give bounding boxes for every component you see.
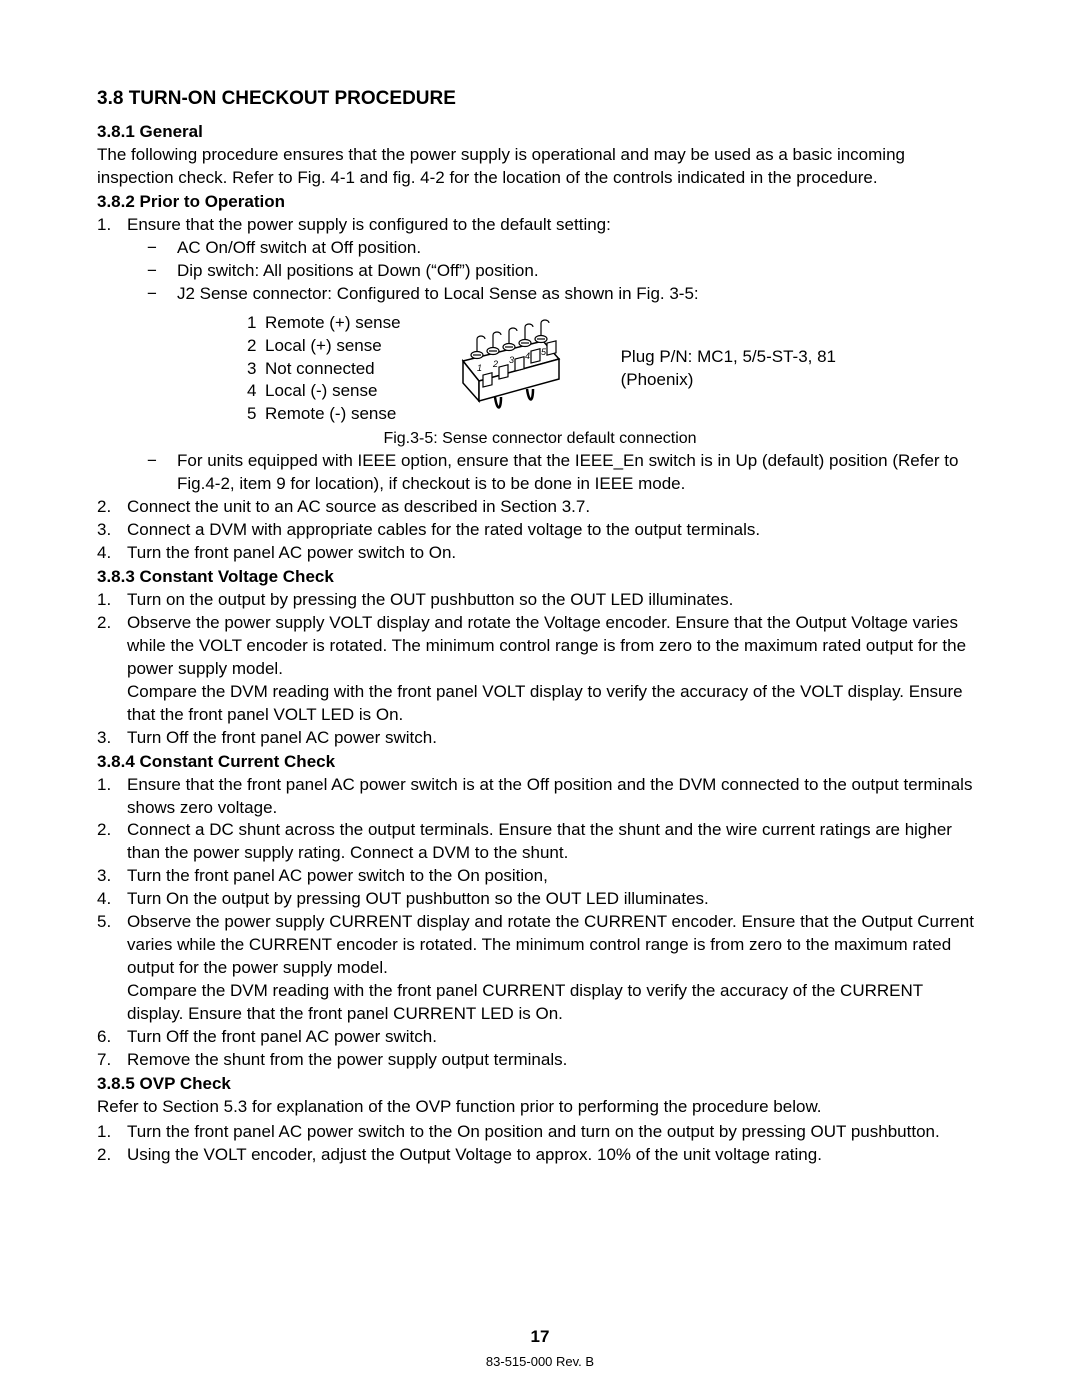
connector-diagram: 1 2 3 4 5 xyxy=(451,319,571,419)
list-item: Turn the front panel AC power switch to … xyxy=(97,542,983,565)
list-item: Observe the power supply VOLT display an… xyxy=(97,612,983,727)
list-item: Connect a DC shunt across the output ter… xyxy=(97,819,983,865)
doc-rev: 83-515-000 Rev. B xyxy=(0,1354,1080,1369)
connector-icon: 1 2 3 4 5 xyxy=(451,319,571,414)
list-item: Turn the front panel AC power switch to … xyxy=(97,1121,983,1144)
list-item: Ensure that the power supply is configur… xyxy=(97,214,983,237)
section-title: 3.8 TURN-ON CHECKOUT PROCEDURE xyxy=(97,88,983,110)
figure-caption: Fig.3-5: Sense connector default connect… xyxy=(97,430,983,448)
heading-384: 3.8.4 Constant Current Check xyxy=(97,752,983,772)
heading-385: 3.8.5 OVP Check xyxy=(97,1074,983,1094)
heading-383: 3.8.3 Constant Voltage Check xyxy=(97,567,983,587)
list-item: Using the VOLT encoder, adjust the Outpu… xyxy=(97,1144,983,1167)
plug-line2: (Phoenix) xyxy=(621,369,836,392)
svg-text:1: 1 xyxy=(477,363,482,373)
list-item: Remove the shunt from the power supply o… xyxy=(97,1049,983,1072)
list-item: Turn On the output by pressing OUT pushb… xyxy=(97,888,983,911)
svg-text:2: 2 xyxy=(492,359,498,369)
svg-text:4: 4 xyxy=(525,351,530,361)
step-text: Compare the DVM reading with the front p… xyxy=(127,682,963,724)
list-385: Turn the front panel AC power switch to … xyxy=(97,1121,983,1167)
dash-list-382-a: AC On/Off switch at Off position. Dip sw… xyxy=(97,237,983,306)
heading-382: 3.8.2 Prior to Operation xyxy=(97,192,983,212)
dash-list-382-b: For units equipped with IEEE option, ens… xyxy=(97,450,983,496)
list-item: AC On/Off switch at Off position. xyxy=(147,237,983,260)
list-item: J2 Sense connector: Configured to Local … xyxy=(147,283,983,306)
step-text: Observe the power supply VOLT display an… xyxy=(127,613,966,678)
list-382-b: Connect the unit to an AC source as desc… xyxy=(97,496,983,565)
page-number: 17 xyxy=(0,1327,1080,1347)
legend-text: Local (-) sense xyxy=(265,380,377,403)
step-text: Observe the power supply CURRENT display… xyxy=(127,912,974,977)
legend-text: Remote (-) sense xyxy=(265,403,396,426)
svg-text:3: 3 xyxy=(509,355,514,365)
legend-text: Not connected xyxy=(265,358,375,381)
list-item: Turn the front panel AC power switch to … xyxy=(97,865,983,888)
list-item: Turn on the output by pressing the OUT p… xyxy=(97,589,983,612)
list-382-a: Ensure that the power supply is configur… xyxy=(97,214,983,237)
list-item: Turn Off the front panel AC power switch… xyxy=(97,1026,983,1049)
body-381: The following procedure ensures that the… xyxy=(97,144,983,190)
plug-note: Plug P/N: MC1, 5/5-ST-3, 81 (Phoenix) xyxy=(621,346,836,392)
list-item: Connect a DVM with appropriate cables fo… xyxy=(97,519,983,542)
plug-line1: Plug P/N: MC1, 5/5-ST-3, 81 xyxy=(621,346,836,369)
body-385-intro: Refer to Section 5.3 for explanation of … xyxy=(97,1096,983,1119)
list-item: Observe the power supply CURRENT display… xyxy=(97,911,983,1026)
figure-3-5-row: 1 Remote (+) sense 2 Local (+) sense 3 Not … xyxy=(97,312,983,427)
list-item: Turn Off the front panel AC power switch… xyxy=(97,727,983,750)
list-383: Turn on the output by pressing the OUT p… xyxy=(97,589,983,750)
list-384: Ensure that the front panel AC power swi… xyxy=(97,774,983,1072)
list-item: Connect the unit to an AC source as desc… xyxy=(97,496,983,519)
list-item: For units equipped with IEEE option, ens… xyxy=(147,450,983,496)
list-item: Dip switch: All positions at Down (“Off”… xyxy=(147,260,983,283)
legend-text: Remote (+) sense xyxy=(265,312,401,335)
heading-381: 3.8.1 General xyxy=(97,122,983,142)
list-item: Ensure that the front panel AC power swi… xyxy=(97,774,983,820)
legend-text: Local (+) sense xyxy=(265,335,382,358)
step-text: Compare the DVM reading with the front p… xyxy=(127,981,923,1023)
figure-legend: 1Remote (+) sense 2Local (+) sense 3Not … xyxy=(247,312,401,427)
